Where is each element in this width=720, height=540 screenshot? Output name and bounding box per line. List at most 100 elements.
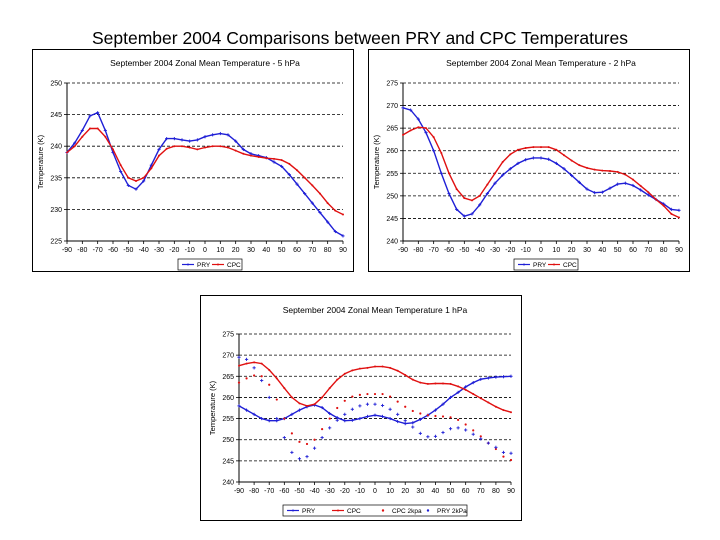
data-point	[260, 375, 263, 378]
data-point	[196, 148, 199, 151]
data-point	[409, 108, 413, 112]
data-point	[333, 229, 337, 234]
data-point	[585, 187, 589, 191]
data-point	[358, 367, 361, 370]
x-tick-label: 60	[293, 247, 301, 254]
legend-marker	[187, 263, 189, 266]
data-point	[463, 197, 466, 200]
y-tick-label: 260	[386, 148, 398, 155]
data-point	[478, 194, 481, 197]
data-point	[456, 390, 460, 394]
x-tick-label: -60	[444, 247, 454, 254]
data-point	[260, 416, 264, 421]
x-tick-label: 20	[232, 247, 240, 254]
data-point	[486, 376, 490, 380]
data-point	[253, 374, 256, 377]
data-point	[242, 152, 245, 155]
data-point	[380, 414, 385, 419]
legend-marker	[553, 263, 555, 266]
data-point	[336, 378, 339, 381]
y-tick-label: 250	[50, 81, 62, 88]
x-tick-label: -60	[279, 488, 289, 495]
data-point	[578, 164, 581, 167]
data-point	[326, 202, 329, 205]
chart-panel-2hpa: September 2004 Zonal Mean Temperature - …	[368, 49, 690, 272]
data-point	[426, 435, 430, 439]
data-point	[273, 157, 275, 160]
legend-label: CPC	[563, 262, 577, 269]
data-point	[88, 114, 92, 118]
data-point	[321, 428, 324, 431]
x-tick-label: -30	[490, 247, 500, 254]
data-point	[173, 145, 176, 148]
data-point	[493, 181, 497, 185]
x-tick-label: 10	[386, 488, 394, 495]
data-point	[669, 207, 673, 211]
data-point	[411, 409, 414, 413]
y-tick-label: 255	[222, 416, 234, 423]
legend-label: PRY	[197, 262, 211, 269]
data-point	[351, 369, 354, 372]
legend-label: PRY	[533, 262, 547, 269]
series-line-cpc	[66, 127, 344, 216]
x-tick-label: -10	[521, 247, 531, 254]
y-tick-label: 265	[386, 126, 398, 133]
y-tick-label: 240	[50, 144, 62, 151]
data-point	[418, 431, 422, 435]
data-point	[426, 382, 429, 385]
data-point	[320, 436, 324, 440]
data-point	[234, 149, 237, 152]
data-point	[479, 435, 482, 438]
data-point	[479, 437, 483, 441]
data-point	[150, 167, 153, 170]
data-point	[434, 414, 437, 418]
data-point	[389, 366, 392, 369]
data-point	[358, 393, 361, 396]
y-tick-label: 245	[222, 458, 234, 465]
data-point	[433, 434, 438, 438]
x-tick-label: 40	[262, 247, 270, 254]
y-tick-label: 275	[386, 81, 398, 88]
data-point	[303, 176, 306, 179]
data-point	[389, 395, 392, 398]
data-point	[305, 455, 309, 459]
x-tick-label: 30	[247, 247, 255, 254]
data-point	[157, 147, 161, 151]
x-tick-label: -10	[355, 488, 365, 495]
data-point	[608, 186, 612, 190]
chart-title: September 2004 Zonal Mean Temperature - …	[110, 58, 300, 68]
data-point	[403, 419, 407, 423]
data-point	[563, 154, 565, 157]
data-point	[290, 396, 293, 399]
legend-marker	[523, 263, 525, 266]
x-tick-label: -30	[325, 488, 335, 495]
x-tick-label: -90	[62, 247, 72, 254]
data-point	[343, 419, 347, 423]
data-point	[237, 404, 241, 408]
data-point	[328, 426, 332, 430]
data-point	[165, 137, 169, 141]
legend-marker	[337, 509, 339, 512]
data-point	[320, 405, 324, 410]
data-point	[358, 404, 362, 408]
data-point	[424, 131, 428, 135]
data-point	[647, 191, 650, 194]
y-tick-label: 265	[222, 374, 234, 381]
y-tick-label: 255	[386, 171, 398, 178]
y-tick-label: 250	[386, 193, 398, 200]
data-point	[448, 427, 453, 431]
data-point	[434, 382, 437, 385]
data-point	[655, 198, 657, 201]
data-point	[312, 446, 317, 450]
data-point	[404, 405, 407, 408]
y-tick-label: 245	[50, 112, 62, 119]
data-point	[494, 445, 498, 449]
data-point	[662, 204, 665, 207]
data-point	[509, 153, 512, 156]
legend-box	[177, 258, 243, 271]
data-point	[494, 375, 498, 379]
page-title: September 2004 Comparisons between PRY a…	[92, 28, 628, 48]
legend-label: CPC 2kpa	[392, 508, 422, 515]
data-point	[411, 421, 415, 425]
data-point	[433, 408, 438, 412]
